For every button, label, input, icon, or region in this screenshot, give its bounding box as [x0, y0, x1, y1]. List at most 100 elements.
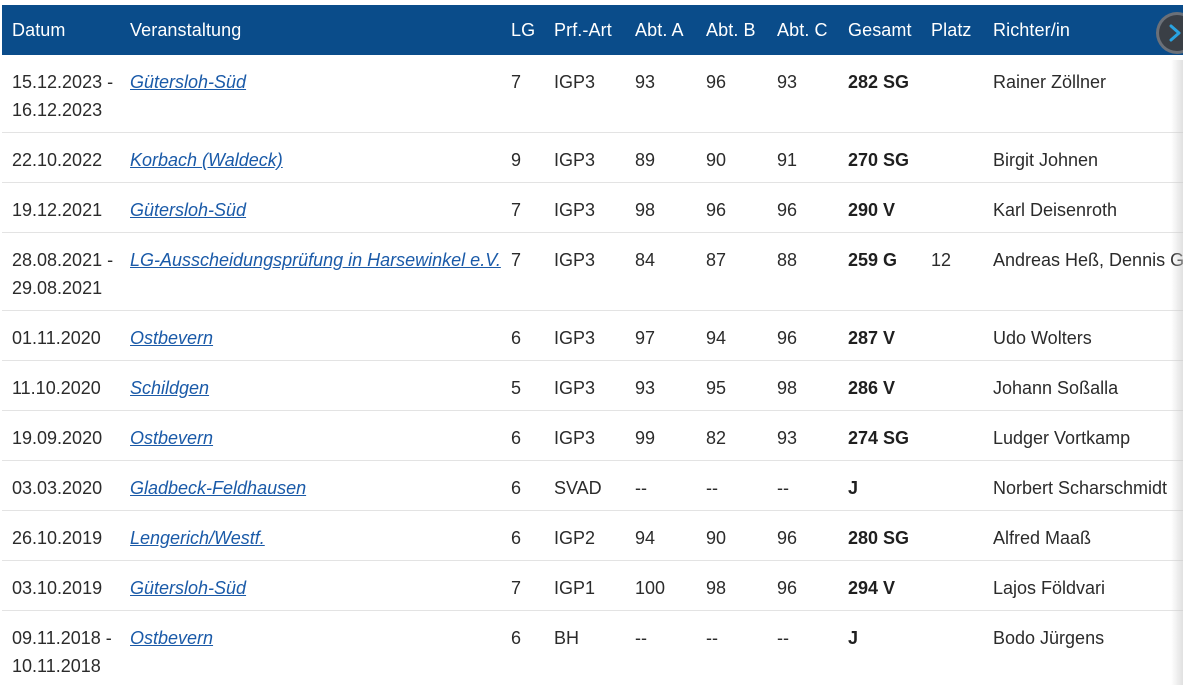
total-cell: 259 G: [838, 232, 921, 311]
type-cell: IGP3: [544, 132, 625, 183]
date-cell: 01.11.2020: [2, 310, 120, 361]
event-link[interactable]: Gütersloh-Süd: [130, 72, 247, 92]
date-cell: 22.10.2022: [2, 132, 120, 183]
total-cell: J: [838, 610, 921, 685]
abt-a-cell: 99: [625, 410, 696, 461]
place-cell: [921, 610, 983, 685]
abt-a-cell: 100: [625, 560, 696, 611]
date-start: 15.12.2023 -: [12, 72, 114, 92]
abt-c-cell: 96: [767, 510, 838, 561]
judge-cell: Udo Wolters: [983, 310, 1183, 361]
lg-cell: 7: [501, 232, 544, 311]
results-table-container: Datum Veranstaltung LG Prf.-Art Abt. A A…: [2, 5, 1183, 685]
event-link[interactable]: Gütersloh-Süd: [130, 200, 247, 220]
table-header-row: Datum Veranstaltung LG Prf.-Art Abt. A A…: [2, 5, 1183, 55]
judge-cell: Alfred Maaß: [983, 510, 1183, 561]
date-start: 03.03.2020: [12, 478, 103, 498]
abt-c-cell: 98: [767, 360, 838, 411]
abt-b-cell: 96: [696, 55, 767, 133]
lg-cell: 6: [501, 510, 544, 561]
abt-a-cell: 94: [625, 510, 696, 561]
judge-cell: Rainer Zöllner: [983, 55, 1183, 133]
type-cell: IGP3: [544, 360, 625, 411]
header-type[interactable]: Prf.-Art: [544, 5, 625, 55]
abt-c-cell: 93: [767, 410, 838, 461]
table-row: 22.10.2022 Korbach (Waldeck) 9 IGP3 89 9…: [2, 132, 1183, 183]
event-link[interactable]: Ostbevern: [130, 628, 214, 648]
lg-cell: 7: [501, 560, 544, 611]
abt-b-cell: 94: [696, 310, 767, 361]
header-date[interactable]: Datum: [2, 5, 120, 55]
header-total[interactable]: Gesamt: [838, 5, 921, 55]
lg-cell: 7: [501, 182, 544, 233]
date-cell: 11.10.2020: [2, 360, 120, 411]
date-start: 03.10.2019: [12, 578, 103, 598]
abt-c-cell: 96: [767, 182, 838, 233]
abt-c-cell: 96: [767, 310, 838, 361]
abt-c-cell: 93: [767, 55, 838, 133]
total-cell: 280 SG: [838, 510, 921, 561]
date-start: 26.10.2019: [12, 528, 103, 548]
table-row: 15.12.2023 - 16.12.2023 Gütersloh-Süd 7 I…: [2, 55, 1183, 133]
date-start: 28.08.2021 -: [12, 250, 114, 270]
lg-cell: 6: [501, 610, 544, 685]
event-link[interactable]: Lengerich/Westf.: [130, 528, 265, 548]
abt-a-cell: 93: [625, 360, 696, 411]
date-start: 22.10.2022: [12, 150, 103, 170]
lg-cell: 7: [501, 55, 544, 133]
event-link[interactable]: Gütersloh-Süd: [130, 578, 247, 598]
table-row: 09.11.2018 - 10.11.2018 Ostbevern 6 BH --…: [2, 610, 1183, 685]
table-row: 01.11.2020 Ostbevern 6 IGP3 97 94 96 287…: [2, 310, 1183, 361]
header-place[interactable]: Platz: [921, 5, 983, 55]
header-abt-b[interactable]: Abt. B: [696, 5, 767, 55]
event-link[interactable]: Ostbevern: [130, 428, 214, 448]
event-link[interactable]: Ostbevern: [130, 328, 214, 348]
judge-cell: Birgit Johnen: [983, 132, 1183, 183]
lg-cell: 6: [501, 310, 544, 361]
type-cell: SVAD: [544, 460, 625, 511]
event-cell: Gütersloh-Süd: [120, 55, 501, 133]
total-cell: 282 SG: [838, 55, 921, 133]
scroll-right-button[interactable]: [1159, 15, 1183, 51]
place-cell: [921, 132, 983, 183]
results-table: Datum Veranstaltung LG Prf.-Art Abt. A A…: [2, 5, 1183, 685]
abt-b-cell: 82: [696, 410, 767, 461]
total-cell: 287 V: [838, 310, 921, 361]
header-judge[interactable]: Richter/in: [983, 5, 1183, 55]
judge-cell: Johann Soßalla: [983, 360, 1183, 411]
date-cell: 26.10.2019: [2, 510, 120, 561]
lg-cell: 9: [501, 132, 544, 183]
event-cell: LG-Ausscheidungsprüfung in Harsewinkel e…: [120, 232, 501, 311]
event-cell: Ostbevern: [120, 310, 501, 361]
type-cell: IGP1: [544, 560, 625, 611]
date-cell: 03.03.2020: [2, 460, 120, 511]
date-start: 19.09.2020: [12, 428, 103, 448]
table-row: 03.03.2020 Gladbeck-Feldhausen 6 SVAD --…: [2, 460, 1183, 511]
table-row: 11.10.2020 Schildgen 5 IGP3 93 95 98 286…: [2, 360, 1183, 411]
event-link[interactable]: Korbach (Waldeck): [130, 150, 283, 170]
date-start: 19.12.2021: [12, 200, 103, 220]
header-lg[interactable]: LG: [501, 5, 544, 55]
abt-b-cell: 90: [696, 510, 767, 561]
place-cell: [921, 310, 983, 361]
total-cell: 274 SG: [838, 410, 921, 461]
header-event[interactable]: Veranstaltung: [120, 5, 501, 55]
judge-cell: Norbert Scharschmidt: [983, 460, 1183, 511]
lg-cell: 6: [501, 410, 544, 461]
date-end: 29.08.2021: [12, 278, 103, 298]
event-cell: Schildgen: [120, 360, 501, 411]
event-cell: Korbach (Waldeck): [120, 132, 501, 183]
header-abt-c[interactable]: Abt. C: [767, 5, 838, 55]
judge-cell: Andreas Heß, Dennis Gre: [983, 232, 1183, 311]
event-link[interactable]: Schildgen: [130, 378, 210, 398]
type-cell: IGP3: [544, 310, 625, 361]
event-cell: Gütersloh-Süd: [120, 560, 501, 611]
place-cell: [921, 560, 983, 611]
type-cell: BH: [544, 610, 625, 685]
event-link[interactable]: Gladbeck-Feldhausen: [130, 478, 307, 498]
event-link[interactable]: LG-Ausscheidungsprüfung in Harsewinkel e…: [130, 250, 501, 270]
header-abt-a[interactable]: Abt. A: [625, 5, 696, 55]
abt-b-cell: 96: [696, 182, 767, 233]
event-cell: Ostbevern: [120, 610, 501, 685]
place-cell: [921, 55, 983, 133]
